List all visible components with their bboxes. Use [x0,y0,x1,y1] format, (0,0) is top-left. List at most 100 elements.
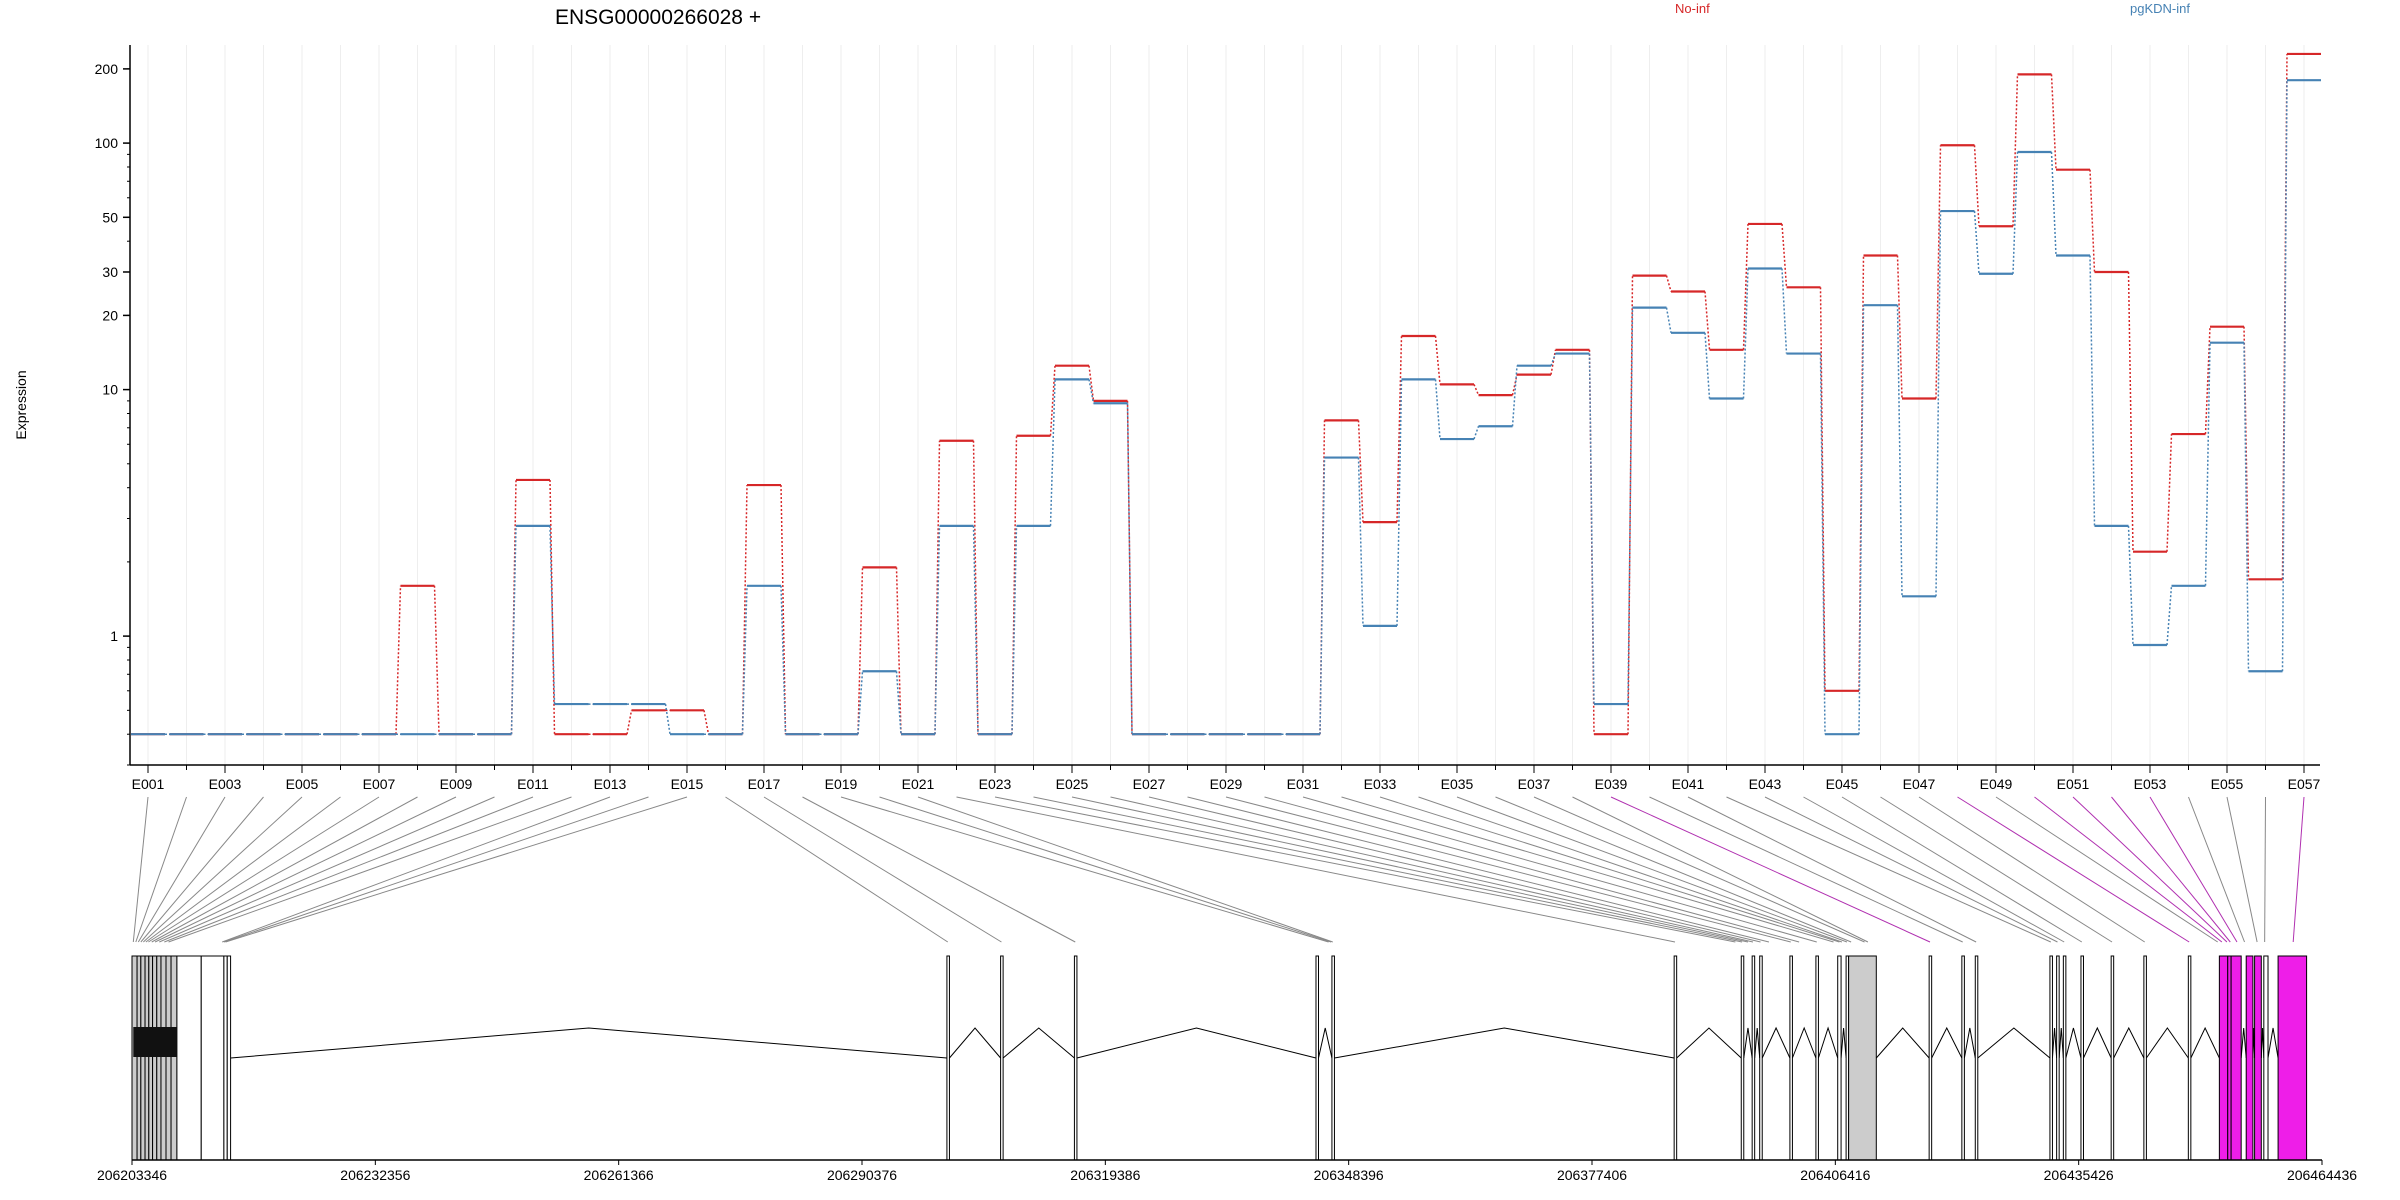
series-1 [131,79,2321,736]
intron-line [1076,1027,1317,1059]
intron-line [1840,1027,1847,1059]
x-tick-label: E003 [209,776,242,792]
series-connector [1742,223,1749,350]
y-axis-label: Expression [13,370,29,439]
intron-line [1002,1027,1075,1059]
series-connector [1550,353,1557,366]
x-tick-label: E035 [1441,776,1474,792]
x-tick-label: E057 [2288,776,2321,792]
exon-box [1000,955,1004,1161]
series-connector [1434,379,1441,440]
series-connector [1935,211,1942,597]
intron-line [2145,1027,2189,1059]
exon-connector [1418,796,1843,943]
exon-box [131,955,138,1161]
genomic-tick-label: 206203346 [97,1167,167,1183]
exon-connector [1880,796,2113,943]
series-connector [1473,384,1480,396]
y-tick-label: 200 [95,61,119,77]
intron-line [949,1027,1001,1059]
y-tick-label: 100 [95,135,119,151]
intron-line [230,1027,947,1059]
exon-box [2049,955,2053,1161]
exon-box [1961,955,1965,1161]
exon-box [226,955,232,1161]
intron-line [2267,1027,2279,1059]
exon-connector [1764,796,2058,943]
exon-box [2227,955,2232,1161]
series-connector [1319,457,1326,735]
intron-line [1754,1027,1761,1059]
exon-connector-lines [132,796,2305,943]
series-connector [2204,342,2211,586]
series-connector [626,710,633,735]
exon-connector [135,796,187,943]
series-connector [741,585,748,735]
exon-box [1974,955,1979,1161]
series-connector [780,585,787,735]
intron-line [2240,1027,2247,1059]
series-connector [934,525,941,735]
exon-connector [956,796,1676,943]
intron-line [1318,1027,1333,1059]
series-lines [131,52,2321,736]
exon-connector [1957,796,2190,943]
exon-box [144,955,150,1161]
y-tick-label: 30 [102,264,118,280]
x-tick-label: E049 [1980,776,2013,792]
series-connector [1126,403,1133,735]
series-connector [972,525,979,735]
intron-line [1743,1027,1753,1059]
x-tick-label: E027 [1133,776,1166,792]
series-connector [1819,353,1826,735]
x-tick-label: E005 [286,776,319,792]
exon-box [1848,955,1877,1161]
series-connector [1973,145,1980,227]
series-connector [2050,74,2057,170]
exon-box [1073,955,1078,1161]
exon-box [2056,955,2060,1161]
series-connector [1126,400,1133,735]
series-connector [972,440,979,735]
series-connector [2012,151,2019,274]
exon-connector [2149,796,2238,943]
exon-connector [1572,796,1869,943]
series-connector [857,671,864,735]
genomic-tick-label: 206464436 [2287,1167,2357,1183]
series-connector [1896,305,1903,597]
genomic-tick-label: 206348396 [1314,1167,1384,1183]
exon-box [176,955,202,1161]
exon-box [160,955,167,1161]
genomic-tick-label: 206319386 [1070,1167,1140,1183]
x-tick-label: E045 [1826,776,1859,792]
exon-connector [2034,796,2223,943]
exon-connector [1918,796,2145,943]
exon-box [1740,955,1745,1161]
series-connector [1088,379,1095,404]
exon-connector [1033,796,1743,943]
x-tick-label: E001 [132,776,165,792]
legend-entry-no-inf: No-inf [1675,1,1710,16]
exon-box [2062,955,2067,1161]
exon-connector [725,796,949,943]
exon-box [2254,955,2262,1161]
exon-connector [1187,796,1770,943]
exon-box [2218,955,2229,1161]
x-tick-label: E013 [594,776,627,792]
exon-connector [802,796,1076,943]
x-tick-label: E017 [748,776,781,792]
legend-entry-pgkdn-inf: pgKDN-inf [2130,1,2190,16]
exon-box [1331,955,1335,1161]
exon-connector [1225,796,1791,943]
exon-box [2080,955,2084,1161]
exon-connector [151,796,418,943]
y-tick-label: 10 [102,382,118,398]
intron-line [2058,1027,2064,1059]
intron-line [2113,1026,2145,1059]
intron-line [2190,1026,2220,1059]
exon-connector [2264,796,2266,943]
exon-box [170,955,178,1161]
series-connector [395,585,402,735]
series-connector [780,485,787,735]
